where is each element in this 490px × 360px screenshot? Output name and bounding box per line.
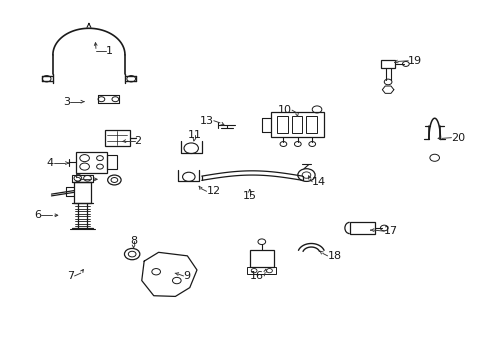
Text: 6: 6 xyxy=(34,210,41,220)
Text: 13: 13 xyxy=(200,116,214,126)
Bar xyxy=(107,155,117,170)
Bar xyxy=(250,250,274,267)
Bar xyxy=(306,117,317,133)
Text: 18: 18 xyxy=(328,251,342,261)
Text: 14: 14 xyxy=(312,177,326,187)
Bar xyxy=(247,267,276,274)
Bar xyxy=(76,152,107,173)
Text: 16: 16 xyxy=(250,271,264,281)
Text: 20: 20 xyxy=(451,133,466,143)
Text: 17: 17 xyxy=(384,226,398,236)
Text: 10: 10 xyxy=(278,105,292,115)
Bar xyxy=(271,112,324,137)
Text: 5: 5 xyxy=(74,174,81,184)
Bar xyxy=(105,130,130,147)
Bar xyxy=(277,117,288,133)
Text: 4: 4 xyxy=(47,158,54,168)
Text: 7: 7 xyxy=(68,271,74,281)
Text: 8: 8 xyxy=(130,236,137,246)
Text: 15: 15 xyxy=(243,191,257,201)
Bar xyxy=(350,222,375,234)
Text: 1: 1 xyxy=(106,46,113,56)
Text: 2: 2 xyxy=(135,136,142,146)
Text: 12: 12 xyxy=(207,186,220,196)
Bar xyxy=(292,117,302,133)
Bar xyxy=(74,182,91,203)
Text: 9: 9 xyxy=(184,271,191,281)
Text: 3: 3 xyxy=(63,97,70,107)
Bar xyxy=(381,60,395,68)
Text: 11: 11 xyxy=(188,130,201,140)
Text: 19: 19 xyxy=(408,56,422,66)
Bar xyxy=(72,175,93,183)
